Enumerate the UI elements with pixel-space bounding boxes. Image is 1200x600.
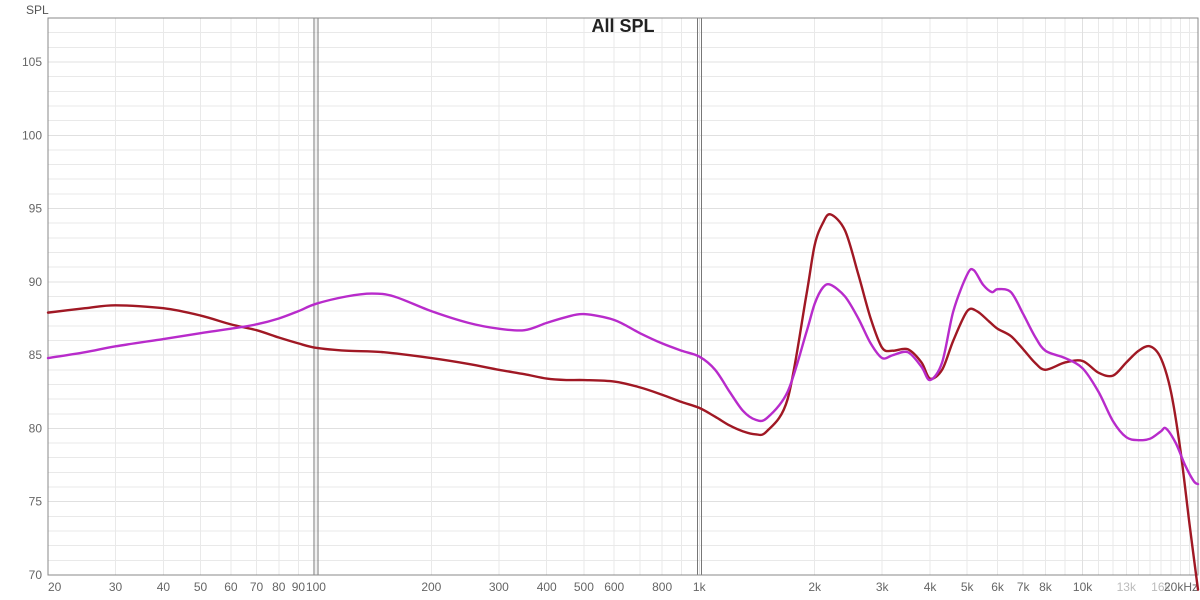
x-tick-label: 200 [421, 580, 441, 594]
spl-chart: 707580859095100105SPL2030405060708090100… [0, 0, 1200, 600]
y-tick-label: 95 [29, 202, 43, 216]
y-tick-label: 100 [22, 128, 42, 142]
chart-svg: 707580859095100105SPL2030405060708090100… [0, 0, 1200, 600]
x-tick-label: 20 [48, 580, 62, 594]
x-tick-label: 6k [991, 580, 1005, 594]
x-tick-label: 400 [537, 580, 557, 594]
x-tick-label: 300 [489, 580, 509, 594]
x-tick-label: 2k [808, 580, 822, 594]
y-axis-label: SPL [26, 3, 49, 17]
y-tick-label: 80 [29, 421, 43, 435]
x-tick-label: 50 [194, 580, 208, 594]
x-tick-label: 5k [961, 580, 975, 594]
x-tick-label: 30 [109, 580, 123, 594]
y-tick-label: 85 [29, 348, 43, 362]
x-tick-label: 10k [1073, 580, 1093, 594]
chart-title: All SPL [591, 16, 654, 36]
x-tick-label: 3k [876, 580, 890, 594]
x-tick-label: 600 [604, 580, 624, 594]
x-tick-label: 80 [272, 580, 286, 594]
x-tick-label: 4k [924, 580, 938, 594]
x-tick-label: 800 [652, 580, 672, 594]
x-tick-label: 20kHz [1164, 580, 1198, 594]
y-tick-label: 75 [29, 495, 43, 509]
x-tick-label: 1k [693, 580, 707, 594]
x-tick-label: 60 [224, 580, 238, 594]
x-tick-label: 100 [306, 580, 326, 594]
x-tick-label: 500 [574, 580, 594, 594]
y-tick-label: 105 [22, 55, 42, 69]
y-tick-label: 70 [29, 568, 43, 582]
x-tick-label: 7k [1017, 580, 1031, 594]
x-tick-label: 40 [157, 580, 171, 594]
y-tick-label: 90 [29, 275, 43, 289]
x-tick-label: 70 [250, 580, 264, 594]
x-tick-label: 90 [292, 580, 306, 594]
x-tick-label: 13k [1117, 580, 1137, 594]
x-tick-label: 8k [1039, 580, 1053, 594]
